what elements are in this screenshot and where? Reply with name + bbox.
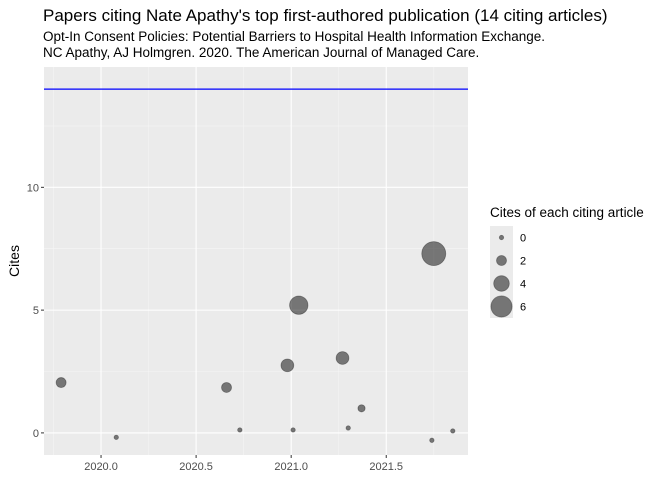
data-points [55, 241, 456, 443]
chart-title: Papers citing Nate Apathy's top first-au… [43, 6, 608, 25]
data-point [335, 351, 350, 365]
legend-label: 4 [520, 279, 526, 291]
data-point [290, 427, 296, 433]
data-point [55, 377, 67, 388]
data-point [289, 295, 309, 315]
legend-key-point [493, 275, 510, 292]
x-tick-label: 2021.5 [369, 461, 403, 473]
y-axis-ticks: 0 5 10 [27, 182, 44, 440]
data-point [450, 428, 456, 434]
x-tick-label: 2020.5 [179, 461, 213, 473]
legend-key-point [496, 255, 507, 266]
data-point [113, 434, 119, 440]
chart-subtitle-line-2: NC Apathy, AJ Holmgren. 2020. The Americ… [43, 45, 479, 60]
legend-label: 2 [520, 256, 526, 268]
data-point [421, 241, 447, 267]
grid-major [44, 67, 468, 455]
data-point [429, 437, 435, 443]
data-point [237, 427, 243, 433]
legend-key-point [498, 234, 505, 241]
size-legend: Cites of each citing article 0 2 4 6 [490, 205, 644, 318]
x-tick-label: 2021.0 [274, 461, 308, 473]
legend-entries: 0 2 4 6 [490, 226, 526, 318]
legend-key-point [490, 295, 513, 318]
y-tick-label: 10 [27, 182, 39, 194]
data-point [357, 404, 366, 413]
x-tick-label: 2020.0 [84, 461, 118, 473]
plot-panel [44, 67, 468, 455]
y-tick-label: 0 [33, 428, 39, 440]
legend-label: 6 [520, 302, 526, 314]
legend-label: 0 [520, 233, 526, 245]
legend-title: Cites of each citing article [490, 205, 644, 220]
data-point [280, 358, 295, 373]
y-tick-label: 5 [33, 305, 39, 317]
data-point [221, 382, 232, 393]
chart-subtitle-line-1: Opt-In Consent Policies: Potential Barri… [43, 29, 545, 44]
y-axis-title: Cites [6, 245, 22, 277]
data-point [345, 425, 351, 431]
x-axis-ticks: 2020.0 2020.5 2021.0 2021.5 [84, 455, 403, 473]
